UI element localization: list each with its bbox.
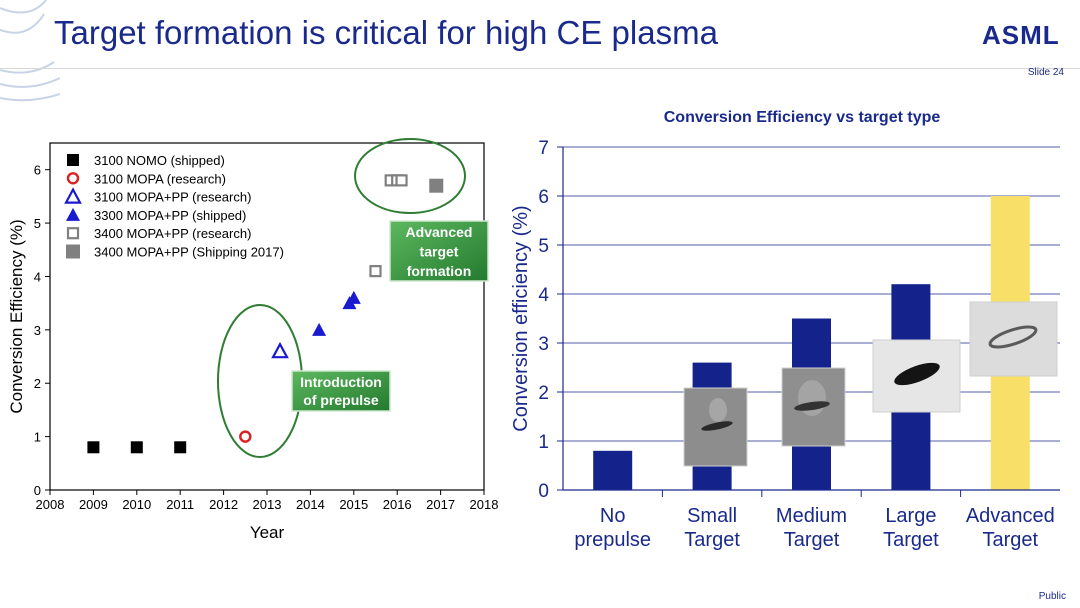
category-label: Target <box>784 529 840 551</box>
advanced-target-annotation-text: Advanced <box>406 224 473 240</box>
data-point <box>346 290 361 304</box>
category-label: Target <box>684 529 740 551</box>
y-tick-label: 2 <box>34 376 41 391</box>
category-label: Advanced <box>966 505 1055 527</box>
category-label: Large <box>885 505 936 527</box>
asml-logo: ASML <box>982 20 1060 50</box>
slide-number: Slide 24 <box>1027 67 1064 78</box>
y-tick-label: 3 <box>34 323 41 338</box>
y-tick-label: 0 <box>34 483 41 498</box>
y-axis-label: Conversion efficiency (%) <box>510 205 532 431</box>
x-tick-label: 2016 <box>383 497 412 512</box>
y-tick-label: 4 <box>538 285 549 306</box>
classification-label: Public <box>1038 591 1066 602</box>
droplet-shape <box>794 401 830 411</box>
data-point <box>369 265 382 278</box>
slide-title: Target formation is critical for high CE… <box>54 14 718 51</box>
legend-marker <box>66 207 80 221</box>
y-tick-label: 6 <box>34 163 41 178</box>
prepulse-annotation-box <box>291 370 391 412</box>
bar <box>593 450 633 490</box>
legend-entry: 3100 NOMO (shipped) <box>94 153 225 168</box>
x-tick-label: 2010 <box>122 497 151 512</box>
y-tick-label: 1 <box>34 430 41 445</box>
category-label: Medium <box>776 505 847 527</box>
y-tick-label: 6 <box>538 187 549 208</box>
data-point <box>239 430 252 443</box>
category-label: Target <box>983 529 1039 551</box>
y-tick-label: 2 <box>538 383 549 404</box>
y-tick-label: 5 <box>538 236 549 257</box>
legend-entry: 3100 MOPA+PP (research) <box>94 190 251 205</box>
x-tick-label: 2017 <box>426 497 455 512</box>
medium-target-image <box>781 367 846 447</box>
corner-decoration <box>0 0 60 102</box>
y-tick-label: 3 <box>538 334 549 355</box>
droplet-shape <box>894 362 940 386</box>
y-axis-label: Conversion Efficiency (%) <box>7 219 26 413</box>
legend-entry: 3400 MOPA+PP (research) <box>94 226 251 241</box>
header-divider <box>0 68 1080 69</box>
y-tick-label: 0 <box>538 481 549 502</box>
x-tick-label: 2011 <box>166 497 194 512</box>
prepulse-annotation-text: of prepulse <box>303 392 379 408</box>
advanced-target-image <box>969 301 1058 377</box>
category-label: No <box>600 505 626 527</box>
y-tick-label: 4 <box>34 269 41 284</box>
x-tick-label: 2009 <box>79 497 108 512</box>
category-label: Small <box>687 505 737 527</box>
legend-marker <box>66 227 80 240</box>
advanced-target-highlight-ellipse <box>354 138 466 214</box>
advanced-target-annotation-text: target <box>420 244 459 260</box>
x-tick-label: 2014 <box>296 497 325 512</box>
x-tick-label: 2018 <box>470 497 499 512</box>
data-point <box>130 441 143 454</box>
data-point <box>87 441 100 454</box>
legend-entry: 3100 MOPA (research) <box>94 171 226 186</box>
x-tick-label: 2013 <box>253 497 282 512</box>
legend-marker <box>66 244 80 259</box>
data-point <box>395 174 408 187</box>
category-label: prepulse <box>574 529 651 551</box>
data-point <box>174 441 187 454</box>
y-tick-label: 1 <box>538 432 549 453</box>
droplet-shape <box>988 325 1038 349</box>
legend-marker <box>66 172 80 185</box>
legend-entry: 3400 MOPA+PP (Shipping 2017) <box>94 245 284 260</box>
bar-chart-title: Conversion Efficiency vs target type <box>664 109 941 126</box>
droplet-halo <box>709 398 727 422</box>
data-point <box>312 322 327 336</box>
y-tick-label: 7 <box>538 138 549 159</box>
data-point <box>271 341 289 359</box>
x-tick-label: 2012 <box>209 497 238 512</box>
data-point <box>429 178 444 193</box>
legend-marker <box>67 154 79 166</box>
advanced-target-annotation-text: formation <box>407 263 472 279</box>
legend-entry: 3300 MOPA+PP (shipped) <box>94 208 246 223</box>
x-tick-label: 2008 <box>36 497 65 512</box>
x-tick-label: 2015 <box>339 497 368 512</box>
small-target-image <box>683 387 748 467</box>
x-axis-label: Year <box>250 523 285 542</box>
advanced-target-annotation-box <box>389 220 489 282</box>
target-image-frame <box>969 301 1058 377</box>
droplet-shape <box>701 421 733 431</box>
large-target-image <box>872 339 961 413</box>
legend-marker <box>64 187 82 204</box>
prepulse-annotation-text: Introduction <box>300 374 382 390</box>
category-label: Target <box>883 529 939 551</box>
y-tick-label: 5 <box>34 216 41 231</box>
